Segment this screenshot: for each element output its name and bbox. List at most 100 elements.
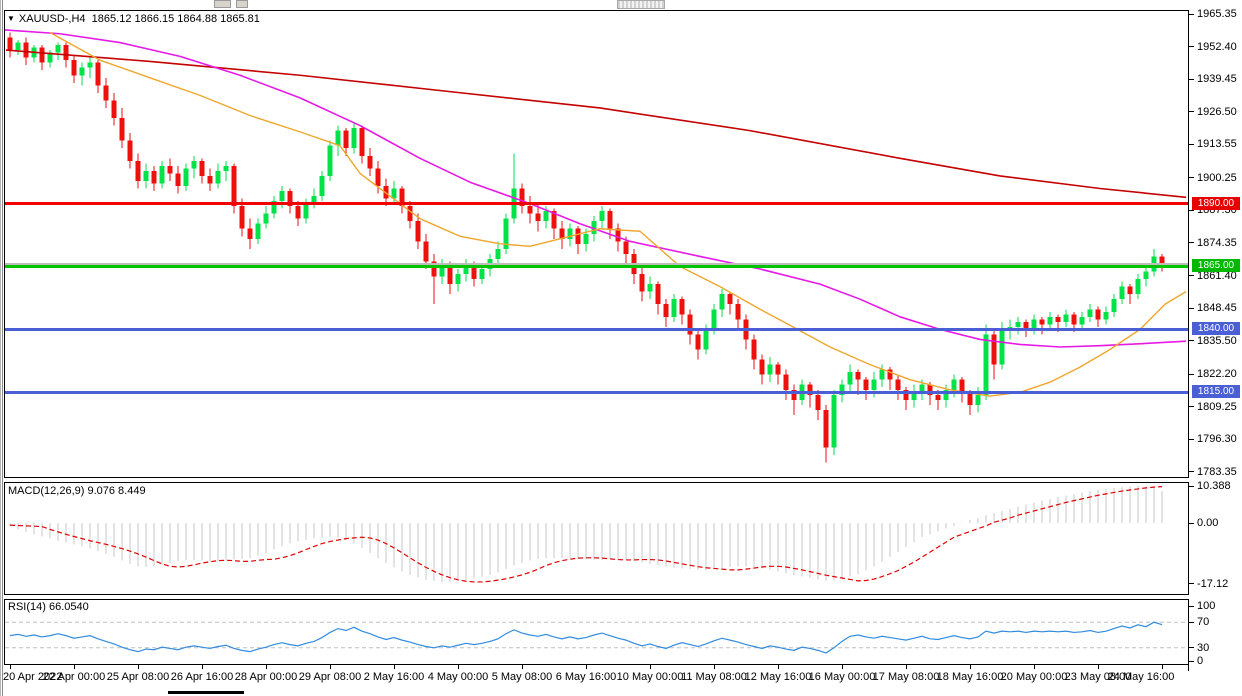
time-axis-label: 2 May 16:00 [363, 671, 425, 683]
rsi-axis-label: 100 [1197, 600, 1216, 612]
time-axis-tick [970, 665, 971, 669]
price-axis-label: 1874.35 [1197, 236, 1237, 249]
time-axis-tick [586, 665, 587, 669]
rsi-axis-tick [1189, 605, 1194, 607]
price-axis-tick [1189, 340, 1194, 342]
ohlc-values-label: 1865.12 1866.15 1864.88 1865.81 [91, 13, 260, 25]
time-axis-label: 20 May 00:00 [1000, 671, 1068, 683]
price-axis-tick [1189, 242, 1194, 244]
chart-title: ▼ XAUUSD-,H4 1865.12 1866.15 1864.88 1865… [7, 13, 260, 25]
price-axis-label: 1913.55 [1197, 138, 1237, 151]
macd-axis-label: 0.00 [1197, 517, 1219, 529]
time-axis-tick [10, 665, 11, 669]
time-axis-tick [1162, 665, 1163, 669]
price-axis-tick [1189, 143, 1194, 145]
time-axis-tick [1034, 665, 1035, 669]
price-level-badge: 1865.00 [1192, 259, 1240, 273]
price-axis-label: 1900.25 [1197, 171, 1237, 184]
time-axis-label: 24 May 16:00 [1107, 671, 1175, 683]
time-axis-tick [330, 665, 331, 669]
time-axis-label: 20 Apr 2022 [3, 671, 63, 683]
time-axis-label: 22 Apr 00:00 [42, 671, 106, 683]
price-axis-tick [1189, 78, 1194, 80]
price-axis-label: 1848.45 [1197, 302, 1237, 315]
toolbar-fragment [214, 0, 231, 8]
time-axis-label: 28 Apr 00:00 [234, 671, 298, 683]
price-axis-label: 1809.25 [1197, 400, 1237, 413]
time-axis-label: 23 May 08:00 [1064, 671, 1132, 683]
window-left-edge-inner [2, 0, 3, 696]
macd-indicator-label: MACD(12,26,9) 9.076 8.449 [8, 485, 146, 497]
price-axis-label: 1926.50 [1197, 105, 1237, 118]
macd-panel[interactable] [4, 482, 1189, 595]
price-axis-tick [1189, 275, 1194, 277]
price-axis-label: 1783.35 [1197, 465, 1237, 478]
price-axis-tick [1189, 307, 1194, 309]
time-axis-tick [202, 665, 203, 669]
time-axis-label: 5 May 08:00 [491, 671, 553, 683]
rsi-axis-label: 0 [1197, 655, 1204, 667]
rsi-axis-tick [1189, 621, 1194, 623]
time-axis-tick [842, 665, 843, 669]
time-axis-label: 29 Apr 08:00 [298, 671, 362, 683]
price-chart-panel[interactable] [4, 10, 1189, 478]
price-axis-tick [1189, 471, 1194, 473]
price-axis-tick [1189, 13, 1194, 15]
time-axis-label: 12 May 16:00 [744, 671, 812, 683]
time-axis-tick [394, 665, 395, 669]
toolbar-fragment [236, 0, 248, 8]
macd-axis-tick [1189, 485, 1194, 487]
time-axis-tick [522, 665, 523, 669]
rsi-axis-label: 30 [1197, 641, 1210, 654]
toolbar-fragment [617, 0, 665, 9]
price-axis-label: 1796.30 [1197, 433, 1237, 446]
rsi-axis-tick [1189, 647, 1194, 649]
price-axis-label: 1861.40 [1197, 269, 1237, 282]
rsi-axis-label: 70 [1197, 616, 1210, 629]
price-level-badge: 1840.00 [1192, 322, 1240, 336]
price-axis-tick [1189, 406, 1194, 408]
time-axis-label: 6 May 16:00 [555, 671, 617, 683]
price-axis-label: 1965.35 [1197, 8, 1237, 20]
macd-axis-label: 10.388 [1197, 480, 1231, 493]
price-axis-tick [1189, 373, 1194, 375]
price-axis-tick [1189, 46, 1194, 48]
price-axis-label: 1939.45 [1197, 73, 1237, 86]
time-axis-label: 4 May 00:00 [427, 671, 489, 683]
time-axis-label: 25 Apr 08:00 [106, 671, 170, 683]
time-axis-tick [650, 665, 651, 669]
time-axis-tick [266, 665, 267, 669]
time-axis-label: 11 May 08:00 [681, 671, 747, 683]
time-axis-label: 18 May 16:00 [936, 671, 1004, 683]
bottom-window-fragment [168, 691, 244, 694]
symbol-dropdown-icon[interactable]: ▼ [7, 14, 15, 23]
price-axis-label: 1835.50 [1197, 334, 1237, 347]
time-axis-tick [74, 665, 75, 669]
window-left-edge [0, 0, 1, 696]
time-axis-tick [1098, 665, 1099, 669]
rsi-panel[interactable] [4, 599, 1189, 665]
time-axis-tick [138, 665, 139, 669]
price-axis-label: 1952.40 [1197, 40, 1237, 53]
price-axis-tick [1189, 111, 1194, 113]
rsi-axis-tick [1189, 660, 1194, 662]
time-axis-label: 16 May 00:00 [808, 671, 876, 683]
rsi-indicator-label: RSI(14) 66.0540 [8, 601, 89, 613]
macd-axis-label: -17.12 [1197, 577, 1229, 590]
time-axis-tick [778, 665, 779, 669]
price-axis-tick [1189, 438, 1194, 440]
macd-axis-tick [1189, 522, 1194, 524]
time-axis-label: 10 May 00:00 [616, 671, 684, 683]
time-axis-tick [714, 665, 715, 669]
time-axis-label: 26 Apr 16:00 [170, 671, 234, 683]
price-axis-label: 1822.20 [1197, 368, 1237, 381]
symbol-period-label: XAUUSD-,H4 [18, 13, 86, 25]
scale-bracket [1188, 665, 1189, 671]
macd-axis-tick [1189, 583, 1194, 585]
price-level-badge: 1890.00 [1192, 196, 1240, 210]
time-axis-tick [458, 665, 459, 669]
time-axis-label: 17 May 08:00 [872, 671, 940, 683]
price-axis-tick [1189, 209, 1194, 211]
price-level-badge: 1815.00 [1192, 385, 1240, 399]
